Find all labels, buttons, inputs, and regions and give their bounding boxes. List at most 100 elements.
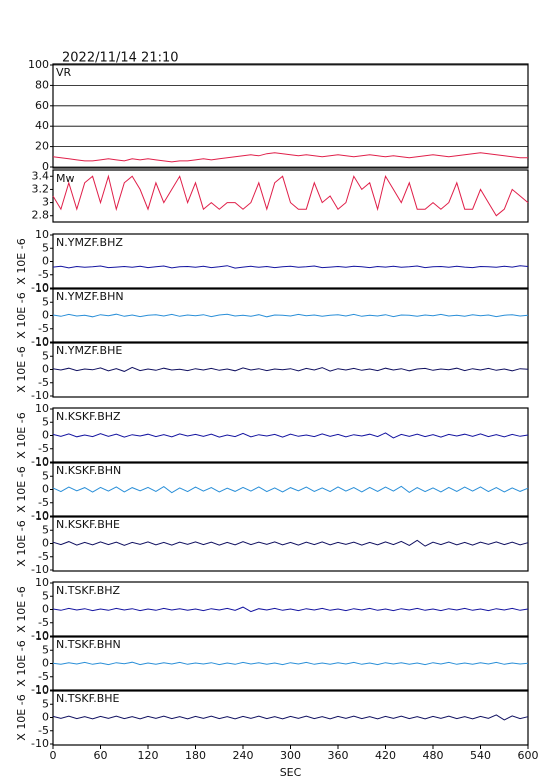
y-tick-label: -5 bbox=[38, 322, 49, 335]
y-tick-label: 2.8 bbox=[32, 209, 50, 222]
y-tick-label: 0 bbox=[42, 255, 49, 268]
y-tick-label: 3.4 bbox=[32, 169, 50, 182]
y-tick-label: 10 bbox=[35, 336, 49, 349]
trace bbox=[52, 606, 529, 613]
y-tick-label: 5 bbox=[42, 241, 49, 254]
y-tick-label: 0 bbox=[42, 537, 49, 550]
trace bbox=[52, 714, 529, 721]
panel-label: VR bbox=[56, 66, 72, 79]
trace bbox=[52, 265, 529, 269]
y-tick-label: -10 bbox=[31, 563, 49, 576]
panel-label: N.YMZF.BHN bbox=[56, 290, 124, 303]
panel-frame bbox=[52, 63, 529, 169]
y-tick-label: 100 bbox=[28, 58, 49, 71]
x-tick-label: 240 bbox=[233, 749, 254, 762]
panel-frame bbox=[52, 233, 529, 290]
y-tick-label: 80 bbox=[35, 78, 49, 91]
y-tick-label: -5 bbox=[38, 268, 49, 281]
y-tick-label: 0 bbox=[42, 711, 49, 724]
y-axis-label: X 10E -6 bbox=[15, 238, 28, 284]
y-tick-label: 0 bbox=[42, 429, 49, 442]
y-tick-label: -10 bbox=[31, 683, 49, 696]
y-tick-label: -10 bbox=[31, 629, 49, 642]
panel-label: N.TSKF.BHZ bbox=[56, 584, 121, 597]
y-tick-label: 5 bbox=[42, 523, 49, 536]
y-tick-label: -5 bbox=[38, 550, 49, 563]
y-tick-label: -5 bbox=[38, 724, 49, 737]
y-tick-label: 3.2 bbox=[32, 182, 50, 195]
panel-frame bbox=[52, 341, 529, 398]
y-tick-label: -10 bbox=[31, 281, 49, 294]
trace bbox=[52, 485, 529, 494]
trace bbox=[52, 152, 528, 163]
x-tick-label: 180 bbox=[185, 749, 206, 762]
y-tick-label: -5 bbox=[38, 670, 49, 683]
y-tick-label: 10 bbox=[35, 684, 49, 697]
x-axis-label: SEC bbox=[280, 766, 302, 779]
x-tick-label: 480 bbox=[423, 749, 444, 762]
y-tick-label: 10 bbox=[35, 228, 49, 241]
x-tick-label: 0 bbox=[50, 749, 57, 762]
x-tick-label: 420 bbox=[375, 749, 396, 762]
y-tick-label: 5 bbox=[42, 697, 49, 710]
y-tick-label: 5 bbox=[42, 469, 49, 482]
trace bbox=[52, 539, 529, 547]
y-tick-label: 60 bbox=[35, 99, 49, 112]
x-tick-label: 120 bbox=[138, 749, 159, 762]
y-tick-label: 5 bbox=[42, 295, 49, 308]
y-tick-label: 0 bbox=[42, 160, 49, 173]
y-tick-label: -10 bbox=[31, 335, 49, 348]
panel-frame bbox=[52, 689, 529, 746]
y-tick-label: -10 bbox=[31, 509, 49, 522]
trace bbox=[52, 174, 529, 217]
y-tick-label: 5 bbox=[42, 589, 49, 602]
y-tick-label: 0 bbox=[42, 363, 49, 376]
y-axis-label: X 10E -6 bbox=[15, 586, 28, 632]
y-tick-label: -5 bbox=[38, 442, 49, 455]
panel-label: N.YMZF.BHZ bbox=[56, 236, 123, 249]
y-tick-label: 5 bbox=[42, 643, 49, 656]
panel-label: N.TSKF.BHE bbox=[56, 692, 120, 705]
x-tick-label: 600 bbox=[518, 749, 539, 762]
trace bbox=[52, 313, 529, 318]
y-tick-label: 3 bbox=[42, 196, 49, 209]
panel-frame bbox=[52, 461, 529, 518]
y-axis-label: X 10E -6 bbox=[15, 292, 28, 338]
y-tick-label: 0 bbox=[42, 603, 49, 616]
x-tick-label: 300 bbox=[280, 749, 301, 762]
y-tick-label: -10 bbox=[31, 737, 49, 750]
panel-label: N.KSKF.BHN bbox=[56, 464, 121, 477]
y-tick-label: 0 bbox=[42, 657, 49, 670]
chart-title: 2022/11/14 21:10 bbox=[62, 51, 179, 66]
y-tick-label: 0 bbox=[42, 483, 49, 496]
y-tick-label: 10 bbox=[35, 282, 49, 295]
trace bbox=[52, 661, 529, 666]
y-axis-label: X 10E -6 bbox=[15, 640, 28, 686]
y-tick-label: 10 bbox=[35, 630, 49, 643]
x-tick-label: 360 bbox=[328, 749, 349, 762]
y-axis-label: X 10E -6 bbox=[15, 520, 28, 566]
y-axis-label: X 10E -6 bbox=[15, 412, 28, 458]
y-tick-label: 10 bbox=[35, 576, 49, 589]
trace bbox=[52, 432, 529, 439]
y-tick-label: 10 bbox=[35, 510, 49, 523]
y-tick-label: -5 bbox=[38, 616, 49, 629]
y-tick-label: -10 bbox=[31, 455, 49, 468]
panel-label: N.YMZF.BHE bbox=[56, 344, 122, 357]
y-tick-label: -5 bbox=[38, 496, 49, 509]
y-tick-label: -5 bbox=[38, 376, 49, 389]
y-tick-label: 5 bbox=[42, 415, 49, 428]
y-tick-label: 5 bbox=[42, 349, 49, 362]
y-tick-label: 40 bbox=[35, 119, 49, 132]
panel-frame bbox=[52, 515, 529, 572]
y-axis-label: X 10E -6 bbox=[15, 694, 28, 740]
panel-label: N.KSKF.BHZ bbox=[56, 410, 121, 423]
y-axis-label: X 10E -6 bbox=[15, 346, 28, 392]
y-tick-label: 0 bbox=[42, 309, 49, 322]
x-tick-label: 60 bbox=[94, 749, 108, 762]
y-tick-label: 10 bbox=[35, 456, 49, 469]
panel-frame bbox=[52, 169, 529, 223]
y-tick-label: 10 bbox=[35, 402, 49, 415]
y-tick-label: -10 bbox=[31, 389, 49, 402]
